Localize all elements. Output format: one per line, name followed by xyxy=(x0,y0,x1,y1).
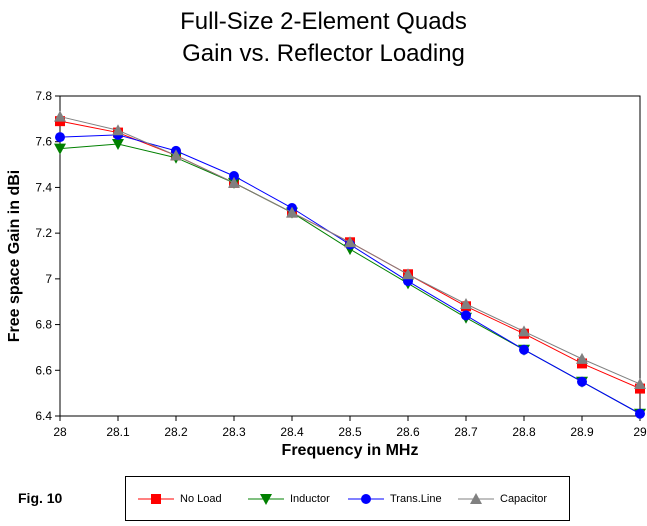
data-point-capacitor xyxy=(518,325,530,337)
legend-swatch-no-load xyxy=(138,494,174,504)
x-tick-label: 28.5 xyxy=(338,425,362,439)
legend-marker-trans-line xyxy=(361,494,371,504)
legend-marker-capacitor xyxy=(470,493,482,504)
data-point-capacitor xyxy=(576,352,588,364)
legend: No Load Inductor Trans.Line Capacitor xyxy=(125,476,570,521)
legend-marker-no-load xyxy=(151,494,161,504)
legend-label-capacitor: Capacitor xyxy=(500,493,548,505)
x-tick-label: 28.1 xyxy=(106,425,130,439)
data-point-capacitor xyxy=(228,176,240,188)
figure-label: Fig. 10 xyxy=(18,490,63,506)
chart-title-line1: Full-Size 2-Element Quads xyxy=(180,8,467,35)
data-point-trans-line xyxy=(55,132,65,143)
y-tick-label: 7.2 xyxy=(35,226,52,240)
data-point-trans-line xyxy=(519,344,529,355)
legend-swatch-capacitor xyxy=(458,493,494,504)
series-layer xyxy=(54,110,646,420)
x-tick-label: 28.4 xyxy=(280,425,304,439)
x-tick-label: 29 xyxy=(633,425,647,439)
data-point-trans-line xyxy=(229,171,239,181)
tick-labels: 28 28.1 28.2 28.3 28.4 28.5 28.6 28.7 28.8 28.9 29… xyxy=(6,89,647,459)
x-tick-label: 28.6 xyxy=(396,425,420,439)
chart-title: Full-Size 2-Element Quads Gain vs. Refle… xyxy=(0,6,647,70)
data-point-inductor xyxy=(112,139,124,150)
data-point-capacitor xyxy=(460,298,472,309)
legend-label-inductor: Inductor xyxy=(290,493,330,505)
axes xyxy=(55,95,641,421)
legend-swatch-trans-line xyxy=(348,494,384,504)
data-point-capacitor xyxy=(634,378,646,389)
chart-title-line2: Gain vs. Reflector Loading xyxy=(182,40,465,67)
data-point-capacitor xyxy=(54,110,66,122)
plot-frame xyxy=(59,95,641,417)
x-tick-label: 28.9 xyxy=(570,425,594,439)
data-point-inductor xyxy=(54,143,66,155)
data-point-capacitor xyxy=(170,149,182,161)
x-tick-label: 28.8 xyxy=(512,425,536,439)
y-tick-label: 7 xyxy=(45,272,52,286)
legend-label-trans-line: Trans.Line xyxy=(390,493,442,505)
x-axis-label: Frequency in MHz xyxy=(282,442,419,459)
data-point-capacitor xyxy=(286,206,298,218)
plot-border xyxy=(59,95,641,417)
series-capacitor xyxy=(54,110,646,389)
x-tick-label: 28.7 xyxy=(454,425,478,439)
data-point-capacitor xyxy=(112,124,124,136)
data-point-capacitor xyxy=(402,268,414,280)
x-tick-label: 28.2 xyxy=(164,425,188,439)
data-point-trans-line xyxy=(577,376,587,387)
y-tick-label: 7.8 xyxy=(35,89,52,103)
line-chart: 28 28.1 28.2 28.3 28.4 28.5 28.6 28.7 28.8 28.9 29… xyxy=(6,89,647,459)
data-point-capacitor xyxy=(344,236,356,248)
legend-swatch-inductor xyxy=(248,494,284,505)
y-tick-label: 6.4 xyxy=(35,409,52,423)
x-tick-label: 28.3 xyxy=(222,425,246,439)
y-tick-label: 6.6 xyxy=(35,363,52,377)
x-tick-label: 28 xyxy=(53,425,67,439)
data-point-trans-line xyxy=(635,408,645,419)
y-tick-label: 7.4 xyxy=(35,180,52,194)
legend-marker-inductor xyxy=(260,494,272,505)
y-tick-label: 7.6 xyxy=(35,135,52,149)
y-axis-label: Free space Gain in dBi xyxy=(6,170,23,343)
legend-label-no-load: No Load xyxy=(180,493,222,505)
y-tick-label: 6.8 xyxy=(35,318,52,332)
data-point-trans-line xyxy=(461,310,471,321)
